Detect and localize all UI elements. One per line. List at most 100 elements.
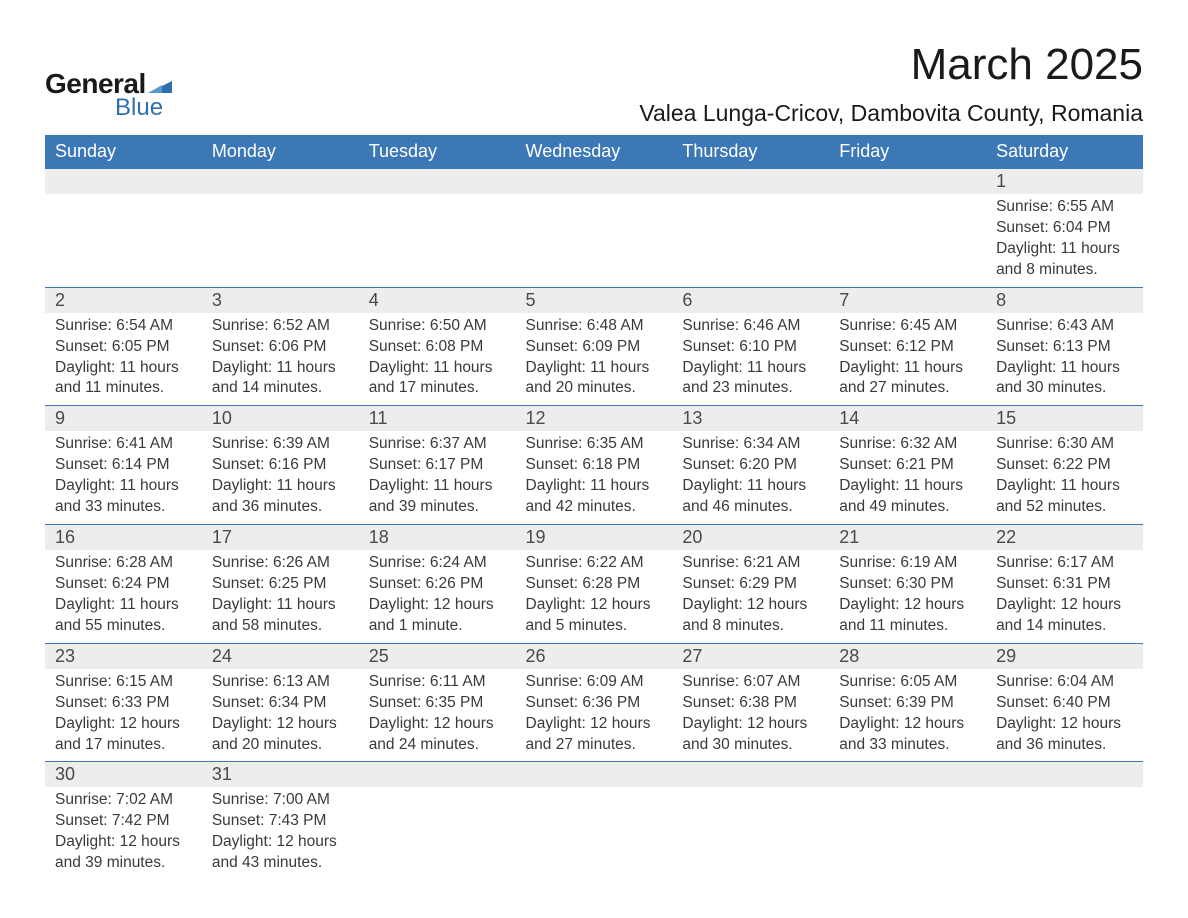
day-number: 31 <box>202 762 359 787</box>
sunrise-line: Sunrise: 6:48 AM <box>526 316 663 337</box>
day-number-cell: 31 <box>202 762 359 788</box>
daylight-line: Daylight: 12 hours and 8 minutes. <box>682 595 819 637</box>
sunrise-line: Sunrise: 6:30 AM <box>996 434 1133 455</box>
daylight-line: Daylight: 11 hours and 58 minutes. <box>212 595 349 637</box>
week-daynum-row: 2345678 <box>45 287 1143 313</box>
day-details-cell: Sunrise: 6:48 AMSunset: 6:09 PMDaylight:… <box>516 313 673 406</box>
day-details <box>672 787 829 873</box>
day-number-cell: 15 <box>986 406 1143 432</box>
day-details <box>986 787 1143 873</box>
day-number: 14 <box>829 406 986 431</box>
sunset-line: Sunset: 6:25 PM <box>212 574 349 595</box>
day-details-cell: Sunrise: 6:46 AMSunset: 6:10 PMDaylight:… <box>672 313 829 406</box>
day-details-cell: Sunrise: 7:00 AMSunset: 7:43 PMDaylight:… <box>202 787 359 880</box>
day-details-cell <box>516 787 673 880</box>
day-details-cell: Sunrise: 6:50 AMSunset: 6:08 PMDaylight:… <box>359 313 516 406</box>
day-details-cell <box>45 194 202 287</box>
day-number <box>202 169 359 193</box>
sunrise-line: Sunrise: 6:21 AM <box>682 553 819 574</box>
sunrise-line: Sunrise: 6:17 AM <box>996 553 1133 574</box>
day-details: Sunrise: 6:04 AMSunset: 6:40 PMDaylight:… <box>986 669 1143 762</box>
location-subtitle: Valea Lunga-Cricov, Dambovita County, Ro… <box>639 100 1143 127</box>
daylight-line: Daylight: 11 hours and 46 minutes. <box>682 476 819 518</box>
day-details: Sunrise: 6:24 AMSunset: 6:26 PMDaylight:… <box>359 550 516 643</box>
day-details: Sunrise: 6:50 AMSunset: 6:08 PMDaylight:… <box>359 313 516 406</box>
day-details-cell: Sunrise: 6:13 AMSunset: 6:34 PMDaylight:… <box>202 669 359 762</box>
sunrise-line: Sunrise: 6:39 AM <box>212 434 349 455</box>
sunset-line: Sunset: 6:26 PM <box>369 574 506 595</box>
sunset-line: Sunset: 6:17 PM <box>369 455 506 476</box>
sunrise-line: Sunrise: 6:13 AM <box>212 672 349 693</box>
sunrise-line: Sunrise: 6:09 AM <box>526 672 663 693</box>
day-details: Sunrise: 6:07 AMSunset: 6:38 PMDaylight:… <box>672 669 829 762</box>
sunset-line: Sunset: 6:04 PM <box>996 218 1133 239</box>
day-number-cell: 23 <box>45 643 202 669</box>
day-number: 12 <box>516 406 673 431</box>
day-number-cell: 14 <box>829 406 986 432</box>
day-details-cell: Sunrise: 6:24 AMSunset: 6:26 PMDaylight:… <box>359 550 516 643</box>
day-number: 21 <box>829 525 986 550</box>
sunrise-line: Sunrise: 6:07 AM <box>682 672 819 693</box>
day-number-cell <box>829 762 986 788</box>
day-details-cell: Sunrise: 6:37 AMSunset: 6:17 PMDaylight:… <box>359 431 516 524</box>
day-number: 1 <box>986 169 1143 194</box>
day-number-cell <box>516 762 673 788</box>
sunset-line: Sunset: 6:13 PM <box>996 337 1133 358</box>
day-details-cell: Sunrise: 6:05 AMSunset: 6:39 PMDaylight:… <box>829 669 986 762</box>
week-daynum-row: 23242526272829 <box>45 643 1143 669</box>
day-number-cell: 18 <box>359 525 516 551</box>
day-details: Sunrise: 6:55 AMSunset: 6:04 PMDaylight:… <box>986 194 1143 287</box>
sunset-line: Sunset: 6:31 PM <box>996 574 1133 595</box>
day-number-cell <box>672 762 829 788</box>
daylight-line: Daylight: 12 hours and 36 minutes. <box>996 714 1133 756</box>
daylight-line: Daylight: 11 hours and 39 minutes. <box>369 476 506 518</box>
weekday-header-row: SundayMondayTuesdayWednesdayThursdayFrid… <box>45 135 1143 169</box>
day-details-cell: Sunrise: 6:09 AMSunset: 6:36 PMDaylight:… <box>516 669 673 762</box>
day-details <box>202 194 359 280</box>
day-details-cell: Sunrise: 6:15 AMSunset: 6:33 PMDaylight:… <box>45 669 202 762</box>
day-number: 20 <box>672 525 829 550</box>
day-number: 10 <box>202 406 359 431</box>
day-number: 16 <box>45 525 202 550</box>
day-details-cell: Sunrise: 6:54 AMSunset: 6:05 PMDaylight:… <box>45 313 202 406</box>
day-details <box>45 194 202 280</box>
daylight-line: Daylight: 12 hours and 20 minutes. <box>212 714 349 756</box>
day-details-cell <box>516 194 673 287</box>
daylight-line: Daylight: 11 hours and 8 minutes. <box>996 239 1133 281</box>
day-details: Sunrise: 6:35 AMSunset: 6:18 PMDaylight:… <box>516 431 673 524</box>
day-details-cell: Sunrise: 6:32 AMSunset: 6:21 PMDaylight:… <box>829 431 986 524</box>
day-details: Sunrise: 6:39 AMSunset: 6:16 PMDaylight:… <box>202 431 359 524</box>
day-details: Sunrise: 6:30 AMSunset: 6:22 PMDaylight:… <box>986 431 1143 524</box>
sunset-line: Sunset: 6:39 PM <box>839 693 976 714</box>
day-number-cell: 3 <box>202 287 359 313</box>
daylight-line: Daylight: 12 hours and 11 minutes. <box>839 595 976 637</box>
sunset-line: Sunset: 6:20 PM <box>682 455 819 476</box>
sunset-line: Sunset: 6:24 PM <box>55 574 192 595</box>
daylight-line: Daylight: 11 hours and 14 minutes. <box>212 358 349 400</box>
day-details <box>672 194 829 280</box>
day-number: 23 <box>45 644 202 669</box>
day-number <box>45 169 202 193</box>
day-details-cell <box>202 194 359 287</box>
day-number: 30 <box>45 762 202 787</box>
sunrise-line: Sunrise: 6:11 AM <box>369 672 506 693</box>
day-details: Sunrise: 6:19 AMSunset: 6:30 PMDaylight:… <box>829 550 986 643</box>
day-details-cell <box>986 787 1143 880</box>
day-number-cell <box>516 169 673 195</box>
day-number-cell: 12 <box>516 406 673 432</box>
day-details-cell: Sunrise: 6:55 AMSunset: 6:04 PMDaylight:… <box>986 194 1143 287</box>
sunset-line: Sunset: 6:12 PM <box>839 337 976 358</box>
calendar-body: 1Sunrise: 6:55 AMSunset: 6:04 PMDaylight… <box>45 169 1143 881</box>
day-details: Sunrise: 6:26 AMSunset: 6:25 PMDaylight:… <box>202 550 359 643</box>
day-number-cell: 26 <box>516 643 673 669</box>
sunset-line: Sunset: 6:21 PM <box>839 455 976 476</box>
sunrise-line: Sunrise: 6:32 AM <box>839 434 976 455</box>
day-details-cell: Sunrise: 6:43 AMSunset: 6:13 PMDaylight:… <box>986 313 1143 406</box>
day-details-cell: Sunrise: 6:34 AMSunset: 6:20 PMDaylight:… <box>672 431 829 524</box>
day-number-cell: 19 <box>516 525 673 551</box>
daylight-line: Daylight: 11 hours and 27 minutes. <box>839 358 976 400</box>
daylight-line: Daylight: 11 hours and 11 minutes. <box>55 358 192 400</box>
title-block: March 2025 Valea Lunga-Cricov, Dambovita… <box>639 40 1143 127</box>
day-number-cell: 24 <box>202 643 359 669</box>
week-details-row: Sunrise: 6:28 AMSunset: 6:24 PMDaylight:… <box>45 550 1143 643</box>
